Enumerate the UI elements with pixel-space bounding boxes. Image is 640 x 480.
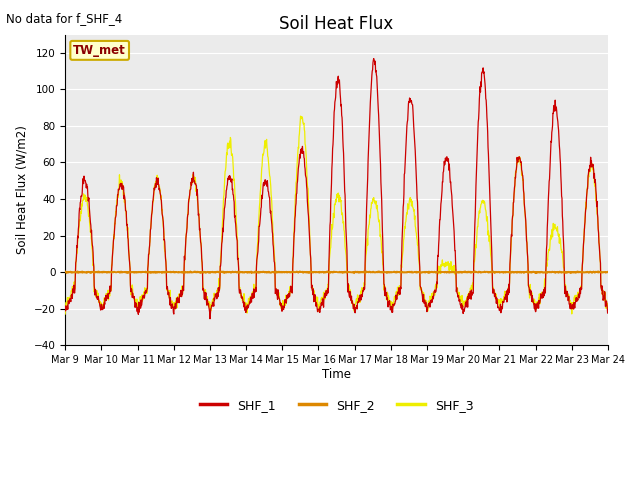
Text: No data for f_SHF_4: No data for f_SHF_4 [6, 12, 123, 25]
X-axis label: Time: Time [322, 368, 351, 381]
Text: TW_met: TW_met [74, 44, 126, 57]
Title: Soil Heat Flux: Soil Heat Flux [280, 15, 394, 33]
Y-axis label: Soil Heat Flux (W/m2): Soil Heat Flux (W/m2) [15, 125, 28, 254]
Legend: SHF_1, SHF_2, SHF_3: SHF_1, SHF_2, SHF_3 [195, 394, 478, 417]
